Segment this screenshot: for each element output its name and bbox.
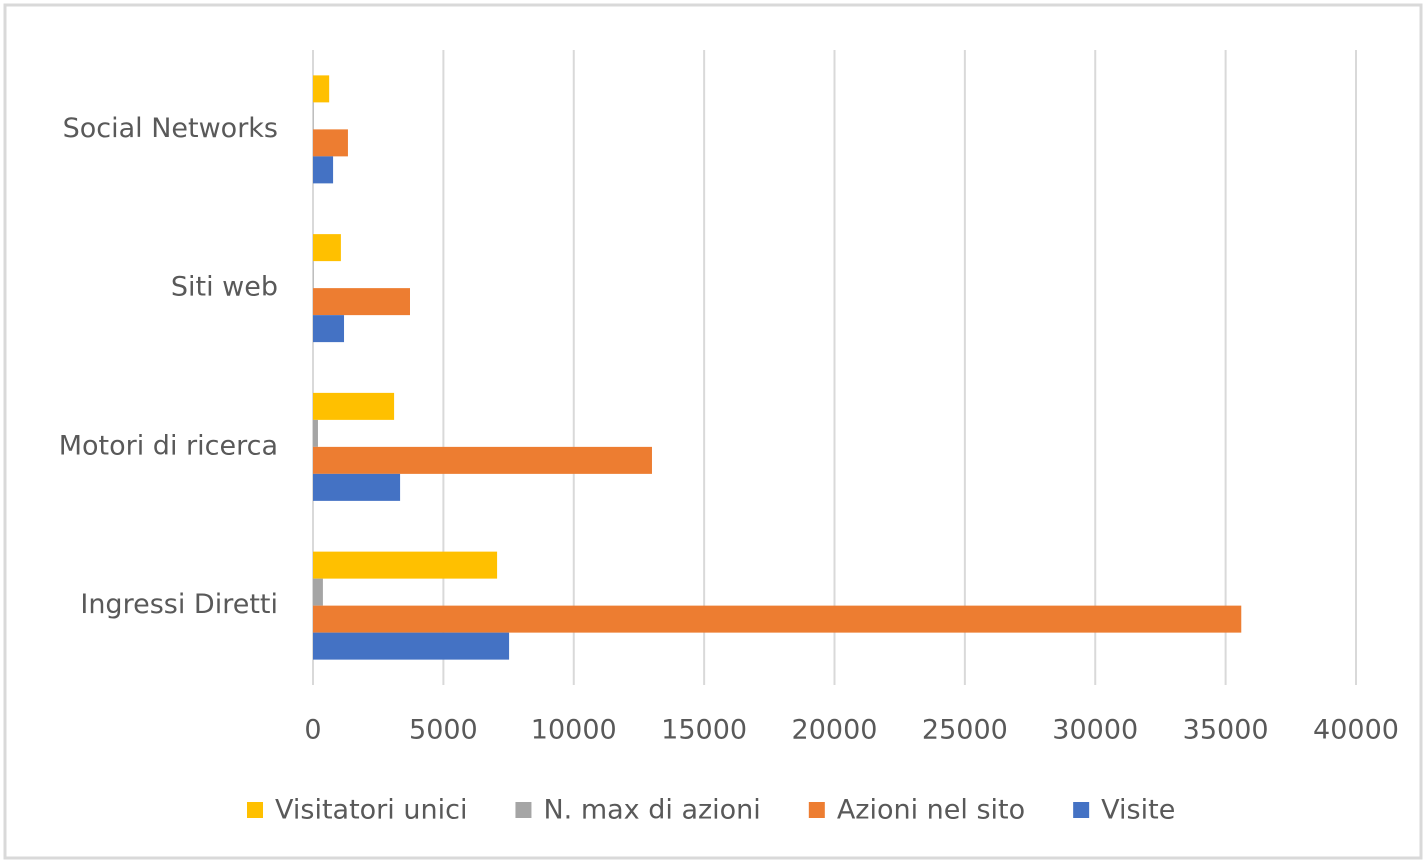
legend-swatch	[515, 802, 532, 818]
legend-label: Visitatori unici	[275, 795, 467, 826]
x-tick-label: 35000	[1183, 715, 1269, 746]
bar	[313, 632, 510, 660]
bar	[313, 288, 410, 316]
legend-label: Azioni nel sito	[837, 795, 1025, 826]
x-tick-label: 20000	[792, 715, 878, 746]
bar	[313, 129, 348, 157]
bar	[313, 446, 652, 474]
x-tick-label: 10000	[531, 715, 617, 746]
bar	[313, 419, 318, 447]
bar	[313, 315, 345, 343]
bar	[313, 102, 314, 130]
bar	[313, 551, 498, 579]
x-tick-label: 0	[304, 715, 321, 746]
legend-swatch	[1073, 802, 1090, 818]
x-tick-label: 30000	[1052, 715, 1138, 746]
bar	[313, 261, 314, 289]
bar	[313, 392, 395, 420]
y-tick-label: Siti web	[171, 272, 278, 303]
y-tick-label: Motori di ricerca	[59, 430, 278, 461]
bar	[313, 234, 341, 262]
x-tick-label: 25000	[922, 715, 1008, 746]
legend-label: N. max di azioni	[543, 795, 760, 826]
legend-swatch	[808, 802, 825, 818]
x-tick-label: 40000	[1313, 715, 1399, 746]
bar	[313, 473, 401, 501]
x-tick-label: 5000	[409, 715, 478, 746]
bar	[313, 605, 1242, 633]
legend-label: Visite	[1101, 795, 1175, 826]
chart-frame	[3, 3, 1423, 860]
x-tick-label: 15000	[661, 715, 747, 746]
bar	[313, 578, 323, 606]
y-tick-label: Ingressi Diretti	[80, 589, 278, 620]
legend-swatch	[247, 802, 263, 818]
bar	[313, 156, 334, 184]
bar	[313, 75, 330, 103]
y-tick-label: Social Networks	[63, 113, 278, 144]
